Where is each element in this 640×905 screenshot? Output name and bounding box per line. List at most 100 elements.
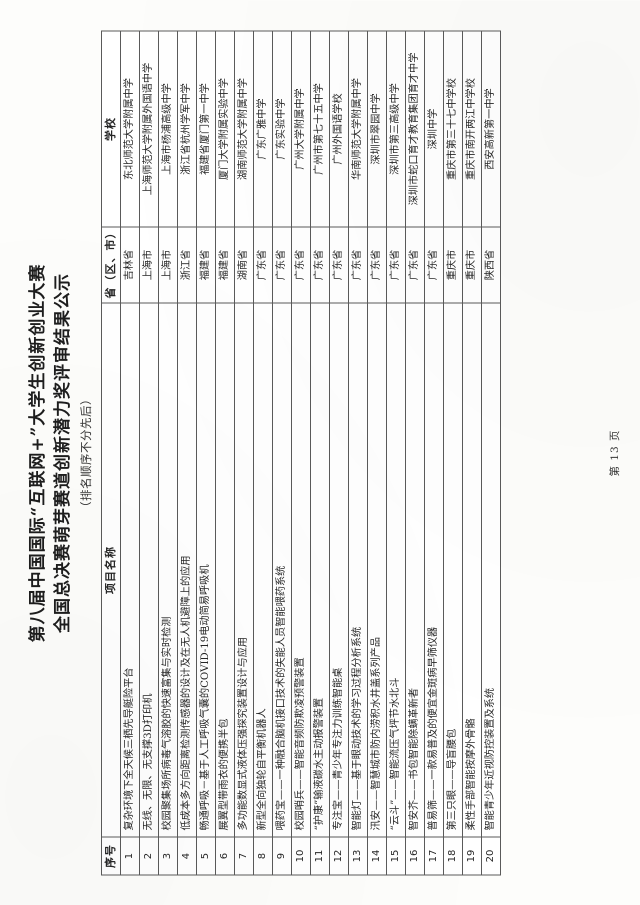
row-province: 重庆市: [462, 226, 482, 303]
row-project-name: 智能灯——基于眼动技术的学习过程分析系统: [348, 302, 368, 837]
table-row: 3 校园聚集场所病毒气溶胶的快速富集与实时检测 上海市 上海市杨浦高级中学: [158, 30, 178, 875]
page-subnote: （排名顺序不分先后）: [79, 392, 94, 513]
row-school: 福建省厦门第一中学: [196, 30, 216, 227]
table-row: 15 “云斗”——智能流压气坪节水北斗 广东省 深圳市第三高级中学: [386, 30, 406, 875]
table-row: 14 汛安——智慧城市防内涝积水井盖系列产品 广东省 深圳市翠园中学: [367, 30, 387, 875]
table-row: 16 智安芥——书包智能除螨革新者 广东省 深圳市蛇口育才教育集团育才中学: [405, 30, 425, 875]
table-row: 13 智能灯——基于眼动技术的学习过程分析系统 广东省 华南师范大学附属中学: [348, 30, 368, 875]
row-province: 福建省: [196, 226, 216, 303]
row-school: 西安高新第一中学: [481, 30, 501, 227]
row-index: 7: [234, 836, 254, 875]
row-school: 广东广雅中学: [253, 30, 273, 227]
row-province: 广东省: [367, 226, 387, 303]
row-project-name: 新型全向独轮自平衡机器人: [253, 302, 273, 837]
table-row: 18 第三只眼——导盲腰包 重庆市 重庆市第三十七中学校: [443, 30, 463, 875]
table-row: 10 校园哨兵——智能音频防欺凌预警装置 广东省 广州大学附属中学: [291, 30, 311, 875]
row-province: 广东省: [424, 226, 444, 303]
row-index: 1: [120, 836, 140, 875]
row-index: 6: [215, 836, 235, 875]
row-province: 吉林省: [120, 226, 140, 303]
row-school: 重庆市南开两江中学校: [462, 30, 482, 227]
page-title: 第八届中国国际“互联网+”大学生创新创业大赛 全国总决赛萌芽赛道创新潜力奖评审结…: [26, 30, 75, 875]
row-index: 12: [329, 836, 349, 875]
row-province: 广东省: [348, 226, 368, 303]
table-header-row: 序号 项目名称 省（区、市） 学校: [101, 30, 121, 875]
table-row: 9 喂药宝——一种融合脑机接口技术的失能人员智能喂药系统 广东省 广东实验中学: [272, 30, 292, 875]
row-project-name: 专注宝——青少年专注力训练智能桌: [329, 302, 349, 837]
row-index: 19: [462, 836, 482, 875]
column-header-school: 学校: [101, 30, 121, 227]
row-province: 湖南省: [234, 226, 254, 303]
row-school: 深圳市翠园中学: [367, 30, 387, 227]
row-project-name: 低成本多方向距离检测传感器的设计及在无人机避障上的应用: [177, 302, 197, 837]
row-project-name: 智能青少年近视防控装置及系统: [481, 302, 501, 837]
row-project-name: “云斗”——智能流压气坪节水北斗: [386, 302, 406, 837]
table-row: 11 “护康”输液碳水主动报警装置 广东省 广州市第七十五中学: [310, 30, 330, 875]
row-index: 9: [272, 836, 292, 875]
row-project-name: 多功能数显式液体压强探究装置设计与应用: [234, 302, 254, 837]
row-project-name: 畅通呼吸－基于人工呼吸气囊的COVID-19电动简易呼吸机: [196, 302, 216, 837]
row-school: 广东实验中学: [272, 30, 292, 227]
table-row: 20 智能青少年近视防控装置及系统 陕西省 西安高新第一中学: [481, 30, 501, 875]
row-province: 浙江省: [177, 226, 197, 303]
row-index: 14: [367, 836, 387, 875]
row-province: 广东省: [291, 226, 311, 303]
table-row: 2 无线、无限、无支撑3D打印机 上海市 上海师范大学附属外国语中学: [139, 30, 159, 875]
row-province: 广东省: [310, 226, 330, 303]
row-index: 10: [291, 836, 311, 875]
row-index: 17: [424, 836, 444, 875]
row-school: 浙江省杭州学军中学: [177, 30, 197, 227]
table-row: 6 展翼型带雨衣的便携半包 福建省 厦门大学附属实验中学: [215, 30, 235, 875]
row-province: 陕西省: [481, 226, 501, 303]
results-table: 序号 项目名称 省（区、市） 学校 1 复杂环境下全天候三栖先导艇险平台 吉林省 东北…: [101, 30, 502, 875]
table-row: 17 普易筛——一款易普及的便宜金斑病早筛仪器 广东省 深圳中学: [424, 30, 444, 875]
row-province: 广东省: [329, 226, 349, 303]
row-project-name: 校园哨兵——智能音频防欺凌预警装置: [291, 302, 311, 837]
row-project-name: 柔性手部智能按摩外骨骼: [462, 302, 482, 837]
page-footer: 第 13 页: [609, 428, 621, 477]
row-project-name: 汛安——智慧城市防内涝积水井盖系列产品: [367, 302, 387, 837]
row-school: 深圳市第三高级中学: [386, 30, 406, 227]
row-school: 厦门大学附属实验中学: [215, 30, 235, 227]
row-project-name: 第三只眼——导盲腰包: [443, 302, 463, 837]
table-row: 5 畅通呼吸－基于人工呼吸气囊的COVID-19电动简易呼吸机 福建省 福建省厦门第一…: [196, 30, 216, 875]
row-project-name: 喂药宝——一种融合脑机接口技术的失能人员智能喂药系统: [272, 302, 292, 837]
row-project-name: 展翼型带雨衣的便携半包: [215, 302, 235, 837]
row-province: 广东省: [405, 226, 425, 303]
row-school: 深圳中学: [424, 30, 444, 227]
row-project-name: 智安芥——书包智能除螨革新者: [405, 302, 425, 837]
row-index: 18: [443, 836, 463, 875]
row-index: 11: [310, 836, 330, 875]
table-body: 1 复杂环境下全天候三栖先导艇险平台 吉林省 东北师范大学附属中学 2 无线、无限、无支撑…: [120, 30, 501, 875]
row-project-name: 复杂环境下全天候三栖先导艇险平台: [120, 302, 140, 837]
table-row: 7 多功能数显式液体压强探究装置设计与应用 湖南省 湖南师范大学附属中学: [234, 30, 254, 875]
column-header-index: 序号: [101, 836, 121, 875]
row-index: 13: [348, 836, 368, 875]
row-school: 湖南师范大学附属中学: [234, 30, 254, 227]
row-school: 深圳市蛇口育才教育集团育才中学: [405, 30, 425, 227]
table-row: 12 专注宝——青少年专注力训练智能桌 广东省 广州外国语学校: [329, 30, 349, 875]
table-row: 8 新型全向独轮自平衡机器人 广东省 广东广雅中学: [253, 30, 273, 875]
table-row: 4 低成本多方向距离检测传感器的设计及在无人机避障上的应用 浙江省 浙江省杭州学军中学: [177, 30, 197, 875]
column-header-project: 项目名称: [101, 302, 121, 837]
row-province: 广东省: [386, 226, 406, 303]
row-project-name: 校园聚集场所病毒气溶胶的快速富集与实时检测: [158, 302, 178, 837]
row-school: 华南师范大学附属中学: [348, 30, 368, 227]
row-project-name: “护康”输液碳水主动报警装置: [310, 302, 330, 837]
row-index: 8: [253, 836, 273, 875]
row-school: 广州外国语学校: [329, 30, 349, 227]
row-index: 20: [481, 836, 501, 875]
table-row: 1 复杂环境下全天候三栖先导艇险平台 吉林省 东北师范大学附属中学: [120, 30, 140, 875]
row-school: 广州大学附属中学: [291, 30, 311, 227]
row-school: 上海市杨浦高级中学: [158, 30, 178, 227]
page-title-line2: 全国总决赛萌芽赛道创新潜力奖评审结果公示: [52, 272, 73, 633]
row-project-name: 普易筛——一款易普及的便宜金斑病早筛仪器: [424, 302, 444, 837]
row-province: 福建省: [215, 226, 235, 303]
row-index: 15: [386, 836, 406, 875]
row-index: 4: [177, 836, 197, 875]
row-project-name: 无线、无限、无支撑3D打印机: [139, 302, 159, 837]
row-index: 3: [158, 836, 178, 875]
row-school: 广州市第七十五中学: [310, 30, 330, 227]
